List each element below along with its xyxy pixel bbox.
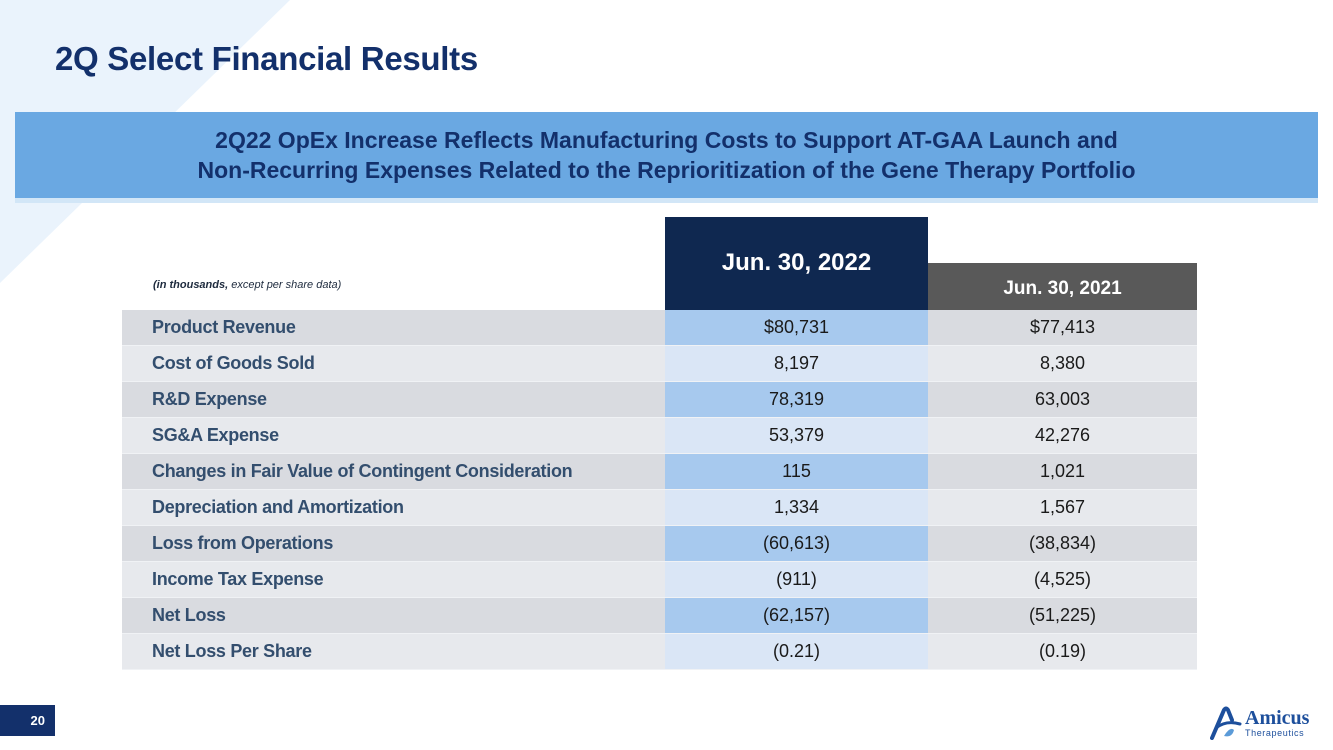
table-row: Depreciation and Amortization 1,334 1,56… bbox=[122, 490, 1197, 526]
banner-line-1: 2Q22 OpEx Increase Reflects Manufacturin… bbox=[215, 127, 1118, 153]
value-2022: 1,334 bbox=[665, 490, 928, 525]
table-row: Loss from Operations (60,613) (38,834) bbox=[122, 526, 1197, 562]
table-row: SG&A Expense 53,379 42,276 bbox=[122, 418, 1197, 454]
row-label: Loss from Operations bbox=[122, 526, 665, 561]
table-row: Income Tax Expense (911) (4,525) bbox=[122, 562, 1197, 598]
row-label: SG&A Expense bbox=[122, 418, 665, 453]
value-2021: 1,567 bbox=[928, 490, 1197, 525]
value-2022: $80,731 bbox=[665, 310, 928, 345]
units-note: (in thousands, except per share data) bbox=[153, 279, 341, 291]
column-header-2021: Jun. 30, 2021 bbox=[928, 263, 1197, 310]
row-label: Net Loss bbox=[122, 598, 665, 633]
column-header-2022: Jun. 30, 2022 bbox=[665, 217, 928, 310]
units-note-rest: except per share data) bbox=[228, 279, 342, 291]
value-2022: 8,197 bbox=[665, 346, 928, 381]
amicus-logo-icon bbox=[1210, 706, 1242, 740]
table-row: Changes in Fair Value of Contingent Cons… bbox=[122, 454, 1197, 490]
units-note-bold: (in thousands, bbox=[153, 279, 229, 291]
value-2021: (51,225) bbox=[928, 598, 1197, 633]
table-row: Product Revenue $80,731 $77,413 bbox=[122, 310, 1197, 346]
value-2022: 78,319 bbox=[665, 382, 928, 417]
value-2021: (4,525) bbox=[928, 562, 1197, 597]
value-2021: (0.19) bbox=[928, 634, 1197, 669]
logo-subtitle: Therapeutics bbox=[1245, 728, 1305, 738]
slide-title: 2Q Select Financial Results bbox=[55, 40, 478, 77]
value-2022: (0.21) bbox=[665, 634, 928, 669]
row-label: R&D Expense bbox=[122, 382, 665, 417]
table-row: Cost of Goods Sold 8,197 8,380 bbox=[122, 346, 1197, 382]
row-label: Income Tax Expense bbox=[122, 562, 665, 597]
row-label: Cost of Goods Sold bbox=[122, 346, 665, 381]
value-2021: $77,413 bbox=[928, 310, 1197, 345]
value-2021: 63,003 bbox=[928, 382, 1197, 417]
value-2021: 42,276 bbox=[928, 418, 1197, 453]
headline-banner: 2Q22 OpEx Increase Reflects Manufacturin… bbox=[15, 112, 1318, 203]
table-row: R&D Expense 78,319 63,003 bbox=[122, 382, 1197, 418]
financial-results-table: Product Revenue $80,731 $77,413 Cost of … bbox=[122, 310, 1197, 670]
value-2021: 1,021 bbox=[928, 454, 1197, 489]
value-2021: 8,380 bbox=[928, 346, 1197, 381]
row-label: Product Revenue bbox=[122, 310, 665, 345]
row-label: Depreciation and Amortization bbox=[122, 490, 665, 525]
logo-name: Amicus bbox=[1245, 707, 1310, 729]
banner-line-2: Non-Recurring Expenses Related to the Re… bbox=[197, 157, 1136, 183]
value-2021: (38,834) bbox=[928, 526, 1197, 561]
table-row: Net Loss Per Share (0.21) (0.19) bbox=[122, 634, 1197, 670]
page-number: 20 bbox=[0, 705, 55, 736]
value-2022: (62,157) bbox=[665, 598, 928, 633]
value-2022: (911) bbox=[665, 562, 928, 597]
company-logo: Amicus Therapeutics bbox=[1210, 703, 1330, 743]
row-label: Changes in Fair Value of Contingent Cons… bbox=[122, 454, 665, 489]
value-2022: 115 bbox=[665, 454, 928, 489]
table-row: Net Loss (62,157) (51,225) bbox=[122, 598, 1197, 634]
row-label: Net Loss Per Share bbox=[122, 634, 665, 669]
value-2022: 53,379 bbox=[665, 418, 928, 453]
value-2022: (60,613) bbox=[665, 526, 928, 561]
